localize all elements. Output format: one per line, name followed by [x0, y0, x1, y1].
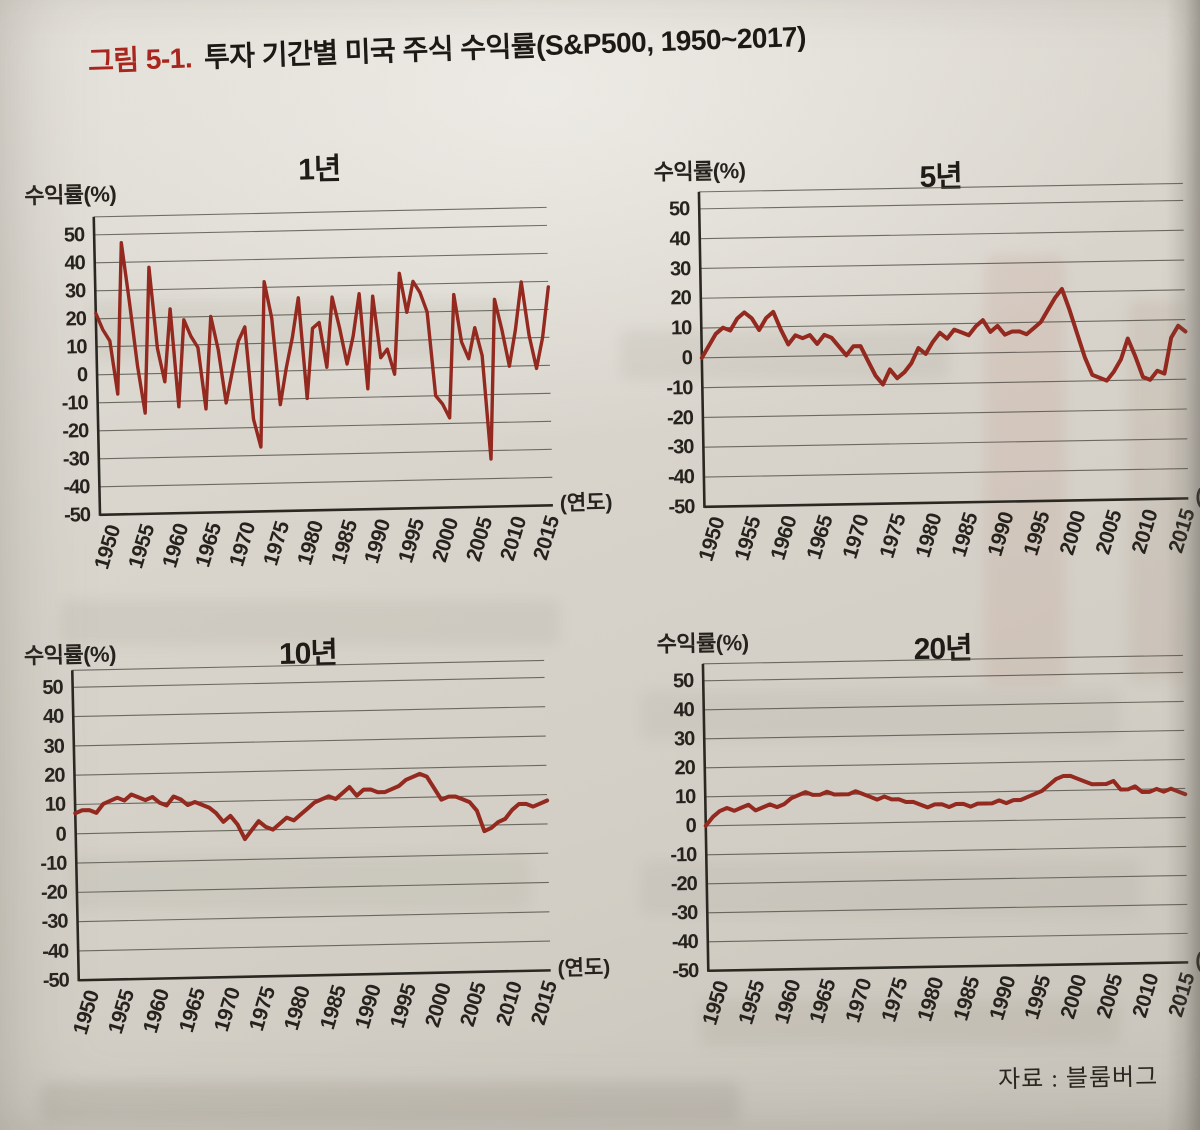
x-axis-label: (연도) [557, 956, 611, 981]
gridline [94, 252, 548, 264]
page-bleed-artifact [70, 855, 530, 910]
x-axis-line [99, 504, 553, 517]
gridline [78, 940, 551, 952]
plot-top-border [698, 182, 1183, 193]
gridline [699, 199, 1184, 210]
plot-area [70, 659, 551, 982]
gridline [94, 224, 548, 236]
chart-10-year: 10년 수익률(%) 50 40 30 20 10 0 -10 -20 -30 -40 -50 195… [13, 612, 642, 1080]
returns-line [699, 286, 1188, 387]
x-axis-line [704, 497, 1189, 509]
x-axis-line [78, 969, 551, 982]
returns-line [94, 241, 551, 461]
gridline [707, 903, 1188, 914]
y-axis-line [701, 663, 710, 972]
plot-area [697, 182, 1189, 509]
page-bleed-artifact [700, 1000, 1120, 1045]
figure-title: 그림 5-1. 투자 기간별 미국 주식 수익률(S&P500, 1950~201… [87, 15, 807, 80]
gridline [75, 823, 548, 835]
figure-number-label: 그림 5-1. [87, 42, 193, 77]
gridline [95, 280, 549, 292]
chart-5-year: 5년 수익률(%) 50 40 30 20 10 0 -10 -20 -30 -40 -50 1950… [641, 133, 1200, 598]
gridline [76, 852, 549, 864]
plot-area [92, 206, 553, 517]
returns-line [73, 771, 550, 842]
page-bleed-artifact [640, 690, 1120, 740]
gridline [703, 468, 1188, 478]
gridline [700, 289, 1185, 299]
page-bleed-artifact [640, 860, 1140, 915]
page-bleed-artifact [40, 1082, 740, 1122]
gridline [703, 438, 1188, 448]
gridline [97, 364, 550, 376]
gridline [75, 794, 547, 806]
page-bleed-artifact [60, 600, 560, 645]
gridline [704, 758, 1185, 769]
gridline [706, 874, 1187, 885]
gridline [95, 308, 549, 320]
plot-area [701, 654, 1189, 973]
plot-top-border [72, 659, 545, 671]
gridline [705, 787, 1186, 798]
gridline [706, 845, 1187, 856]
gridline [98, 448, 552, 460]
gridline [704, 729, 1185, 740]
y-axis-line [697, 191, 706, 508]
gridline [699, 229, 1184, 240]
returns-line [703, 773, 1188, 828]
x-axis-line [708, 961, 1189, 973]
gridline [76, 881, 549, 893]
y-axis-line [70, 670, 81, 982]
gridline [97, 392, 551, 404]
gridline [72, 676, 545, 688]
gridline [98, 420, 552, 432]
gridline [99, 476, 553, 488]
gridline [702, 378, 1187, 389]
gridline [73, 735, 546, 747]
gridline [701, 319, 1186, 329]
chart-20-year: 20년 수익률(%) 50 40 30 20 10 0 -10 -20 -30 -40 -50 195… [641, 607, 1200, 1067]
page-curve-shadow [1166, 0, 1200, 1130]
gridline [74, 764, 547, 776]
gridline [702, 408, 1187, 418]
gridline [705, 816, 1186, 827]
x-axis-label: (연도) [559, 491, 613, 516]
gridline [77, 911, 550, 923]
gridline [703, 700, 1184, 711]
gridline [700, 259, 1185, 270]
chart-1-year: 1년 수익률(%) 50 40 30 20 10 0 -10 -20 -30 -40 -50 1950… [13, 136, 642, 604]
gridline [703, 671, 1184, 682]
source-caption: 자료 : 블룸버그 [997, 1064, 1159, 1094]
plot-top-border [93, 206, 547, 218]
gridline [707, 932, 1188, 943]
y-axis-line [92, 216, 102, 516]
figure-title-text: 투자 기간별 미국 주식 수익률(S&P500, 1950~2017) [203, 20, 807, 73]
plot-top-border [702, 654, 1183, 665]
gridline [701, 348, 1186, 359]
gridline [73, 706, 546, 718]
